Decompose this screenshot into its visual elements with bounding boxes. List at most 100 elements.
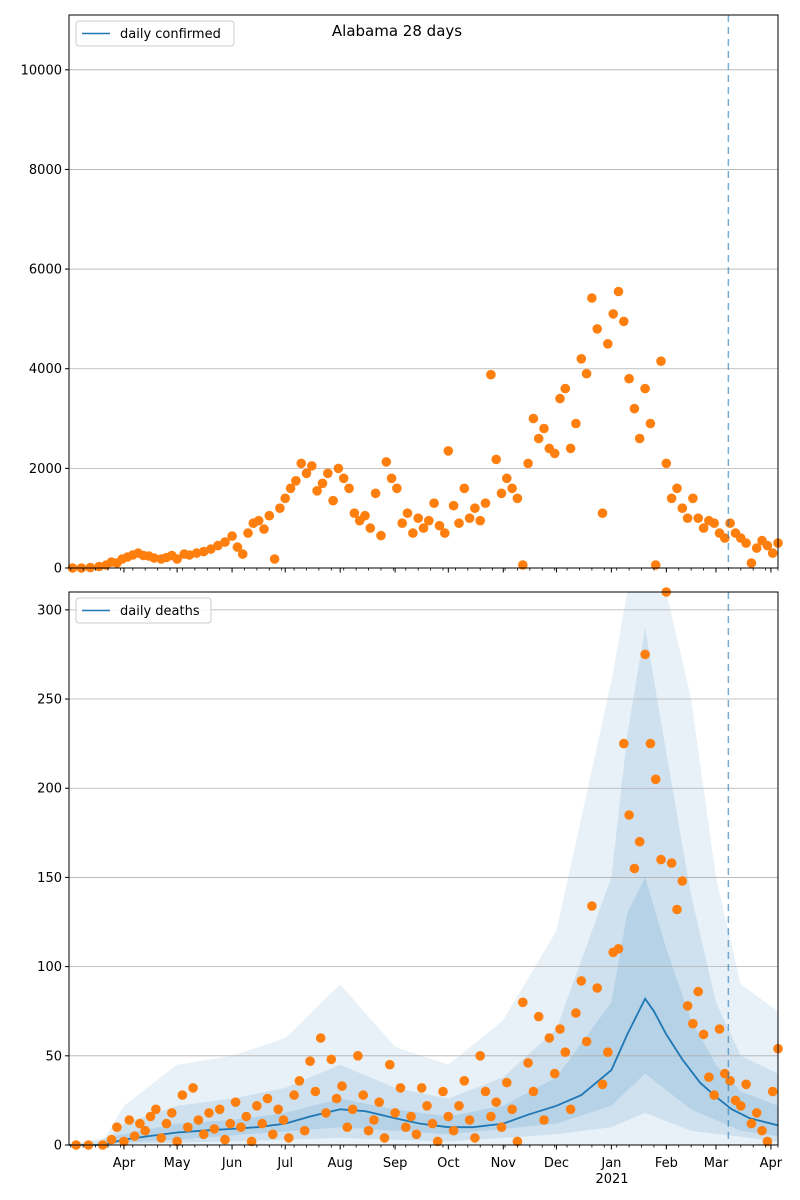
y-tick-label: 6000 xyxy=(29,263,62,278)
top-legend: daily confirmed xyxy=(75,20,235,47)
top-legend-box xyxy=(75,20,235,47)
data-point xyxy=(634,433,645,444)
data-point xyxy=(762,1136,773,1147)
data-point xyxy=(275,503,285,513)
data-point xyxy=(523,1058,533,1068)
data-point xyxy=(645,418,656,429)
data-point xyxy=(177,1090,188,1100)
data-point xyxy=(475,515,486,526)
data-point xyxy=(112,1122,122,1132)
data-point xyxy=(688,493,698,504)
data-point xyxy=(459,1076,470,1086)
data-point xyxy=(390,1108,400,1118)
data-point xyxy=(273,1104,284,1115)
bottom-legend: daily deaths xyxy=(75,597,212,624)
data-point xyxy=(338,473,349,484)
data-point xyxy=(677,876,688,886)
data-point xyxy=(305,1056,315,1066)
data-point xyxy=(285,483,296,494)
y-tick-label: 100 xyxy=(37,960,62,975)
data-point xyxy=(672,483,682,494)
data-point xyxy=(408,528,418,538)
data-point xyxy=(565,443,576,454)
data-point xyxy=(397,518,408,528)
data-point xyxy=(746,1118,757,1129)
data-point xyxy=(725,1076,735,1086)
bottom-panel: 0 50 100 150 200 250 300 Apr May Jun Jul Aug Sep Oct… xyxy=(37,587,783,1187)
x-tick-label: Nov xyxy=(491,1156,517,1171)
top-yticks: 0 2000 4000 6000 8000 10000 xyxy=(21,63,69,577)
data-point xyxy=(312,486,322,496)
data-point xyxy=(470,1133,480,1143)
data-point xyxy=(106,1134,117,1145)
data-point xyxy=(289,1090,299,1100)
top-grid xyxy=(69,69,778,469)
data-point xyxy=(608,309,618,319)
data-point xyxy=(440,528,450,538)
data-point xyxy=(507,483,517,494)
data-point xyxy=(454,518,464,528)
data-point xyxy=(241,1111,252,1122)
data-point xyxy=(720,1068,730,1079)
data-point xyxy=(650,560,661,570)
data-point xyxy=(512,1136,523,1147)
data-point xyxy=(496,488,507,499)
data-point xyxy=(392,483,402,494)
data-point xyxy=(560,1047,571,1057)
data-point xyxy=(124,1115,135,1125)
data-point xyxy=(353,1051,363,1061)
data-point xyxy=(603,339,613,349)
data-point xyxy=(236,1122,246,1132)
x-tick-label: Aug xyxy=(327,1156,352,1171)
data-point xyxy=(299,1125,310,1136)
data-point xyxy=(188,1083,198,1093)
data-point xyxy=(518,997,528,1008)
data-point xyxy=(629,403,640,414)
data-point xyxy=(213,540,223,551)
data-point xyxy=(597,1079,608,1090)
x-tick-label: May xyxy=(164,1156,191,1171)
data-point xyxy=(262,1093,273,1104)
data-point xyxy=(443,1111,454,1122)
data-point xyxy=(741,538,751,548)
data-point xyxy=(129,1131,140,1141)
x-tick-label: Sep xyxy=(383,1156,408,1171)
data-point xyxy=(365,523,376,533)
data-point xyxy=(560,383,571,394)
data-point xyxy=(268,1129,278,1140)
data-point xyxy=(528,413,539,424)
data-point xyxy=(337,1081,347,1091)
data-point xyxy=(672,904,682,915)
data-point xyxy=(603,1047,613,1057)
data-point xyxy=(751,543,762,553)
top-axes-frame xyxy=(68,14,779,569)
y-tick-label: 0 xyxy=(54,1139,62,1154)
data-point xyxy=(725,518,735,528)
data-point xyxy=(284,1133,294,1143)
data-point xyxy=(411,1129,422,1140)
data-point xyxy=(619,316,629,327)
data-point xyxy=(613,286,624,297)
data-point xyxy=(597,508,608,518)
data-point xyxy=(167,1108,177,1118)
data-point xyxy=(395,1083,406,1093)
data-point xyxy=(496,1122,507,1132)
data-point xyxy=(736,1101,746,1111)
data-point xyxy=(374,1097,385,1107)
data-point xyxy=(310,1086,321,1097)
data-point xyxy=(429,498,439,509)
data-point xyxy=(746,558,757,568)
y-tick-label: 2000 xyxy=(29,462,62,477)
data-point xyxy=(434,520,445,531)
data-point xyxy=(640,383,650,394)
data-point xyxy=(459,483,470,494)
x-year-label: 2021 xyxy=(595,1172,628,1187)
data-point xyxy=(666,858,677,868)
x-tick-label: Mar xyxy=(704,1156,729,1171)
bottom-axes-frame xyxy=(68,591,779,1146)
data-point xyxy=(349,508,360,518)
data-point xyxy=(539,1115,549,1125)
data-point xyxy=(253,515,264,526)
data-point xyxy=(714,1024,725,1034)
data-point xyxy=(619,738,629,749)
